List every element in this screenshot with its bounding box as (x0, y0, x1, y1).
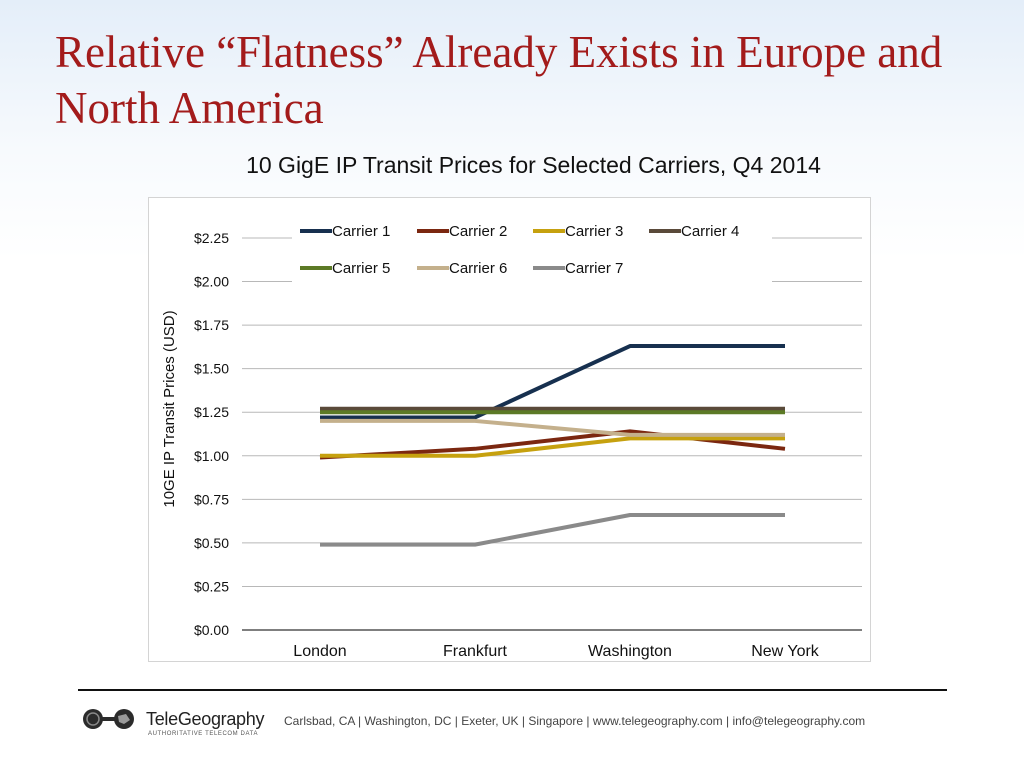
y-tick-label: $0.00 (194, 622, 229, 638)
line-chart: $0.00 $0.25 $0.50 $0.75 $1.00 $1.25 $1.50 $1.75… (161, 214, 862, 660)
series-line (320, 344, 785, 420)
x-tick-label: Frankfurt (443, 643, 508, 660)
series-line (320, 436, 785, 458)
y-tick-label: $2.00 (194, 274, 229, 290)
legend-label: Carrier 2 (449, 223, 507, 240)
legend-label: Carrier 4 (681, 223, 739, 240)
x-tick-label: London (293, 643, 346, 660)
logo-name: TeleGeography (146, 709, 265, 729)
legend-background (292, 214, 772, 288)
legend-label: Carrier 1 (332, 223, 390, 240)
footer-contact: Carlsbad, CA | Washington, DC | Exeter, … (284, 714, 866, 728)
chart-title: 10 GigE IP Transit Prices for Selected C… (246, 152, 821, 178)
legend-label: Carrier 3 (565, 223, 623, 240)
series-line (320, 418, 785, 437)
legend-label: Carrier 7 (565, 260, 623, 277)
series-lines (319, 344, 786, 547)
telegeography-logo: TeleGeography AUTHORITATIVE TELECOM DATA (82, 708, 272, 742)
x-tick-label: Washington (588, 643, 672, 660)
slide-title: Relative “Flatness” Already Exists in Eu… (55, 27, 943, 133)
axis-labels: $0.00 $0.25 $0.50 $0.75 $1.00 $1.25 $1.50 $1.75… (194, 230, 820, 660)
y-tick-label: $1.25 (194, 404, 229, 420)
legend: Carrier 1 Carrier 2 Carrier 3 Carrier 4 Carr… (292, 214, 772, 288)
x-tick-label: New York (751, 643, 820, 660)
legend-label: Carrier 5 (332, 260, 390, 277)
legend-label: Carrier 6 (449, 260, 507, 277)
y-tick-label: $0.75 (194, 491, 229, 507)
y-tick-label: $1.50 (194, 361, 229, 377)
y-tick-label: $1.00 (194, 448, 229, 464)
y-tick-label: $0.50 (194, 535, 229, 551)
y-tick-label: $1.75 (194, 317, 229, 333)
series-line (320, 513, 785, 547)
y-axis-title: 10GE IP Transit Prices (USD) (161, 310, 178, 507)
chart-frame: $0.00 $0.25 $0.50 $0.75 $1.00 $1.25 $1.50 $1.75… (148, 197, 871, 662)
footer-divider (78, 689, 947, 691)
logo-tagline: AUTHORITATIVE TELECOM DATA (148, 731, 259, 737)
y-tick-label: $2.25 (194, 230, 229, 246)
logo-globe-icon (83, 709, 134, 729)
y-tick-label: $0.25 (194, 578, 229, 594)
